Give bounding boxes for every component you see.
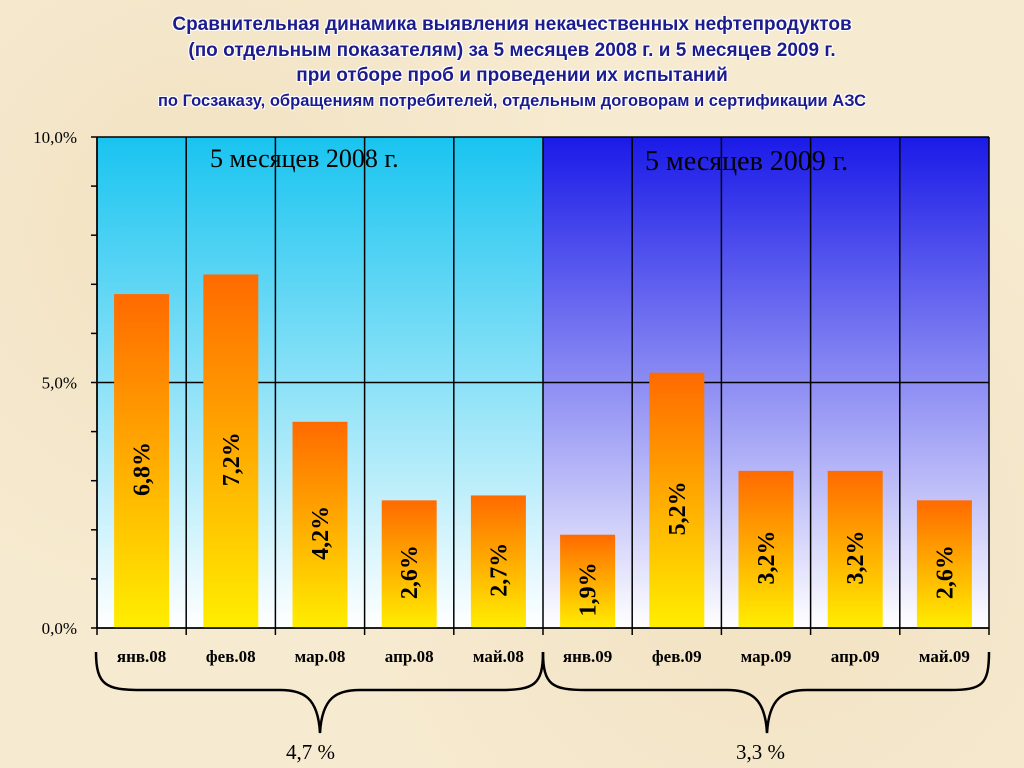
- bar-data-label: 4,2%: [308, 506, 334, 560]
- period-label-2009: 5 месяцев 2009 г.: [645, 146, 849, 177]
- summary-2008: 4,7 %: [286, 740, 335, 764]
- brace-2008: [94, 651, 545, 734]
- bar: [649, 372, 705, 628]
- x-tick-label: янв.08: [117, 647, 166, 666]
- y-tick-label: 10,0%: [33, 128, 77, 147]
- bar: [203, 274, 259, 628]
- brace-2009: [541, 651, 991, 734]
- summary-2009: 3,3 %: [736, 740, 785, 764]
- bar: [738, 470, 794, 628]
- x-tick-label: мар.09: [741, 647, 792, 666]
- bar: [560, 534, 616, 628]
- bar: [916, 500, 972, 628]
- x-tick-label: фев.09: [652, 647, 702, 666]
- bar: [381, 500, 437, 628]
- y-tick-label: 0,0%: [42, 619, 77, 638]
- chart-title-line-1: Сравнительная динамика выявления некачес…: [172, 14, 852, 35]
- bar-data-label: 1,9%: [576, 562, 602, 616]
- bar: [114, 294, 170, 628]
- bar: [470, 495, 526, 628]
- bar-data-label: 2,6%: [932, 545, 958, 599]
- x-tick-label: фев.08: [206, 647, 256, 666]
- period-label-2008: 5 месяцев 2008 г.: [210, 144, 399, 173]
- bar-data-label: 2,7%: [486, 543, 512, 597]
- bar-data-label: 7,2%: [219, 432, 245, 486]
- x-tick-label: апр.08: [385, 647, 434, 666]
- bars-layer: 6,8% 7,2% 4,2% 2,6% 2,7% 1,9% 5,2% 3,2% 3,2% 2,6%: [114, 274, 972, 628]
- bar-data-label: 6,8%: [130, 442, 156, 496]
- y-tick-label: 5,0%: [42, 374, 77, 393]
- bar: [292, 421, 348, 628]
- bar-data-label: 2,6%: [397, 545, 423, 599]
- axis-layer: 0,0% 5,0% 10,0% янв.08 фев.08 мар.08 апр.08 май…: [33, 128, 990, 666]
- x-tick-label: апр.09: [831, 647, 880, 666]
- x-tick-label: май.08: [473, 647, 524, 666]
- chart-title-line-4: по Госзаказу, обращениям потребителей, о…: [157, 92, 867, 110]
- bar-data-label: 3,2%: [754, 530, 780, 584]
- x-tick-label: янв.09: [563, 647, 612, 666]
- x-tick-label: май.09: [919, 647, 970, 666]
- chart-title-line-3: при отборе проб и проведении их испытани…: [296, 65, 728, 86]
- bar: [827, 470, 883, 628]
- chart-title-line-2: (по отдельным показателям) за 5 месяцев …: [188, 40, 836, 61]
- bar-data-label: 3,2%: [843, 530, 869, 584]
- x-tick-label: мар.08: [295, 647, 346, 666]
- bar-data-label: 5,2%: [665, 481, 691, 535]
